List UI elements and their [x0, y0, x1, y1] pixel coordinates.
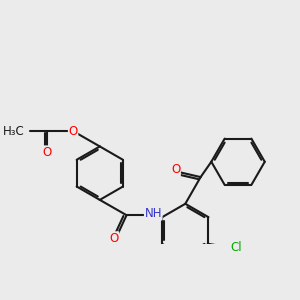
- Text: O: O: [110, 232, 119, 245]
- Text: O: O: [171, 164, 180, 176]
- Text: O: O: [68, 124, 78, 138]
- Text: H₃C: H₃C: [2, 124, 24, 138]
- Text: O: O: [43, 146, 52, 159]
- Text: NH: NH: [145, 207, 162, 220]
- Text: Cl: Cl: [230, 241, 242, 254]
